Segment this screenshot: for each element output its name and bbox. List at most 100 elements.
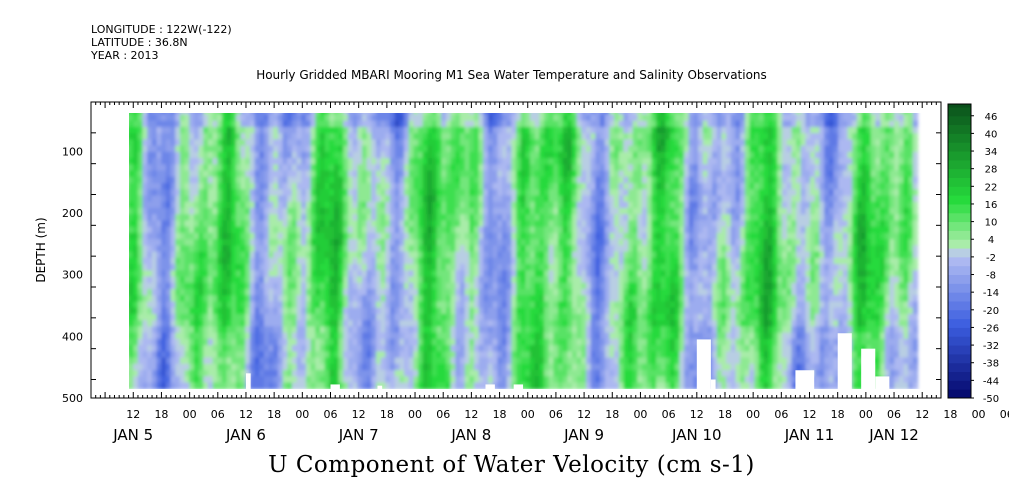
heatmap-cell	[352, 351, 358, 359]
heatmap-cell	[604, 307, 610, 315]
heatmap-cell	[371, 139, 377, 147]
heatmap-cell	[511, 332, 517, 340]
heatmap-cell	[319, 114, 326, 122]
heatmap-cell	[203, 257, 209, 265]
heatmap-cell	[586, 226, 592, 234]
heatmap-cell	[544, 332, 550, 340]
heatmap-cell	[291, 270, 298, 278]
heatmap-cell	[235, 332, 242, 340]
heatmap-cell	[203, 370, 209, 377]
heatmap-cell	[366, 351, 372, 359]
heatmap-cell	[291, 139, 298, 147]
heatmap-cell	[436, 320, 442, 328]
heatmap-cell	[193, 345, 200, 352]
heatmap-cell	[147, 363, 153, 371]
heatmap-cell	[129, 357, 130, 365]
heatmap-cell	[548, 345, 554, 352]
heatmap-cell	[609, 276, 615, 284]
heatmap-cell	[558, 214, 564, 222]
heatmap-cell	[567, 158, 573, 165]
heatmap-cell	[385, 226, 391, 234]
heatmap-cell	[357, 257, 363, 265]
heatmap-cell	[287, 270, 293, 278]
heatmap-cell	[389, 164, 396, 172]
heatmap-cell	[455, 289, 461, 296]
heatmap-cell	[142, 176, 148, 184]
heatmap-cell	[488, 295, 494, 303]
heatmap-cell	[133, 139, 139, 147]
heatmap-cell	[399, 376, 405, 384]
heatmap-cell	[129, 220, 134, 228]
heatmap-cell	[389, 113, 396, 116]
heatmap-cell	[366, 214, 372, 222]
heatmap-cell	[231, 245, 237, 253]
heatmap-cell	[277, 183, 284, 190]
heatmap-cell	[315, 257, 321, 265]
heatmap-cell	[296, 226, 302, 234]
heatmap-cell	[502, 282, 508, 290]
heatmap-cell	[544, 295, 550, 303]
heatmap-cell	[609, 183, 615, 190]
heatmap-cell	[520, 376, 526, 384]
heatmap-cell	[539, 189, 545, 197]
heatmap-cell	[469, 301, 475, 309]
heatmap-cell	[548, 207, 554, 215]
heatmap-cell	[259, 257, 265, 265]
heatmap-cell	[576, 207, 582, 215]
heatmap-cell	[338, 189, 344, 197]
heatmap-cell	[394, 345, 400, 352]
heatmap-cell	[431, 382, 438, 389]
heatmap-cell	[534, 257, 540, 265]
heatmap-cell	[576, 270, 582, 278]
heatmap-cell	[600, 376, 606, 384]
heatmap-cell	[604, 264, 610, 271]
heatmap-cell	[469, 295, 475, 303]
heatmap-cell	[562, 120, 568, 128]
heatmap-cell	[492, 363, 498, 371]
heatmap-cell	[245, 307, 251, 315]
heatmap-cell	[319, 139, 326, 147]
heatmap-cell	[548, 214, 554, 222]
heatmap-cell	[595, 257, 601, 265]
heatmap-cell	[464, 164, 470, 172]
heatmap-cell	[361, 351, 368, 359]
heatmap-cell	[193, 220, 200, 228]
heatmap-cell	[451, 102, 456, 109]
heatmap-cell	[450, 276, 456, 284]
heatmap-cell	[179, 183, 186, 190]
heatmap-cell	[394, 189, 400, 197]
heatmap-cell	[189, 126, 195, 134]
heatmap-cell	[207, 120, 214, 128]
heatmap-cell	[502, 114, 508, 122]
heatmap-cell	[310, 326, 316, 334]
heatmap-cell	[586, 201, 592, 209]
heatmap-cell	[558, 251, 564, 259]
heatmap-cell	[189, 363, 195, 371]
heatmap-cell	[399, 338, 405, 346]
heatmap-cell	[623, 257, 629, 265]
heatmap-cell	[254, 282, 260, 290]
heatmap-cell	[129, 276, 130, 284]
heatmap-cell	[207, 113, 214, 116]
heatmap-cell	[329, 239, 335, 246]
heatmap-cell	[623, 220, 629, 228]
heatmap-cell	[483, 313, 489, 321]
heatmap-cell	[431, 345, 438, 352]
heatmap-cell	[338, 120, 344, 128]
heatmap-cell	[273, 239, 279, 246]
heatmap-cell	[319, 270, 326, 278]
heatmap-cell	[441, 370, 447, 377]
heatmap-cell	[207, 289, 214, 296]
heatmap-cell	[567, 201, 573, 209]
heatmap-cell	[609, 307, 615, 315]
heatmap-cell	[133, 376, 139, 384]
heatmap-cell	[305, 126, 312, 134]
heatmap-cell	[614, 239, 620, 246]
heatmap-cell	[333, 226, 340, 234]
heatmap-cell	[175, 145, 181, 153]
heatmap-cell	[590, 276, 596, 284]
heatmap-cell	[441, 282, 447, 290]
heatmap-cell	[450, 164, 456, 172]
heatmap-cell	[273, 301, 279, 309]
heatmap-cell	[175, 126, 181, 134]
